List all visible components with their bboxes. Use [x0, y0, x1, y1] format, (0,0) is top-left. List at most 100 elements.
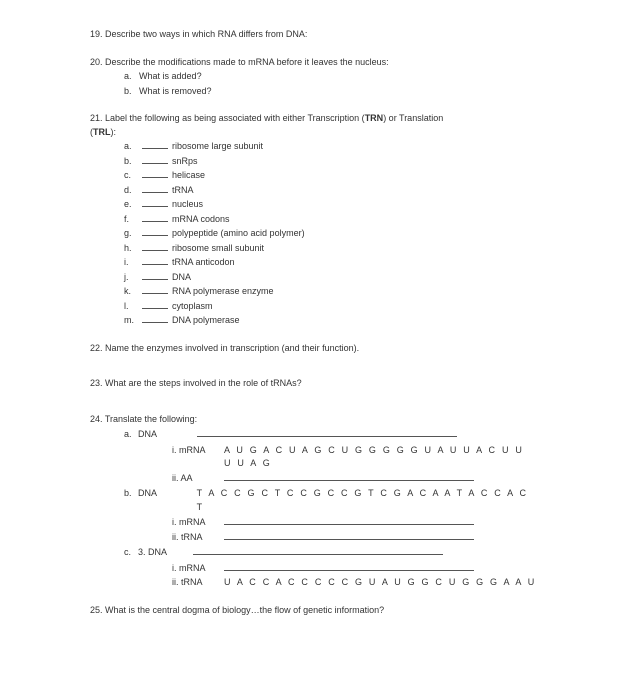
q24-a-i: i. mRNA A U G A C U A G C U G G G G G U … — [172, 444, 537, 471]
fill-blank[interactable] — [142, 155, 168, 164]
q23-text: What are the steps involved in the role … — [105, 378, 302, 388]
fill-blank[interactable] — [142, 198, 168, 207]
fill-blank[interactable] — [142, 314, 168, 323]
q24-c-i-label: i. mRNA — [172, 562, 224, 576]
q21-item-text: tRNA anticodon — [172, 256, 235, 270]
fill-blank[interactable] — [142, 285, 168, 294]
q21-mid: ) or Translation — [383, 113, 443, 123]
q21-item-text: snRps — [172, 155, 198, 169]
q21-item-letter: g. — [124, 227, 142, 241]
q24-a-sub: i. mRNA A U G A C U A G C U G G G G G U … — [124, 444, 537, 486]
q21-item-8: i. tRNA anticodon — [124, 256, 537, 270]
q21-num: 21. — [90, 113, 103, 123]
fill-blank[interactable] — [142, 140, 168, 149]
q24-b-i-label: i. mRNA — [172, 516, 224, 530]
q24-a-ii-blank[interactable] — [224, 472, 474, 481]
q21-item-12: m. DNA polymerase — [124, 314, 537, 328]
q24-b-i-blank[interactable] — [224, 516, 474, 525]
fill-blank[interactable] — [142, 169, 168, 178]
q19-text: Describe two ways in which RNA differs f… — [105, 29, 307, 39]
q21-item-letter: c. — [124, 169, 142, 183]
q21-trl: TRL — [93, 127, 111, 137]
q24-a-ii-label: ii. AA — [172, 472, 224, 486]
q19-num: 19. — [90, 29, 103, 39]
q21-item-text: helicase — [172, 169, 205, 183]
q21-item-letter: d. — [124, 184, 142, 198]
q24-a-blank[interactable] — [197, 428, 457, 437]
q21-item-0: a. ribosome large subunit — [124, 140, 537, 154]
q24-b-seq: T A C C G C T C C G C C G T C G A C A A … — [197, 487, 537, 514]
q25-num: 25. — [90, 605, 103, 615]
q24-b-label: DNA — [138, 487, 157, 501]
q21-item-text: polypeptide (amino acid polymer) — [172, 227, 305, 241]
fill-blank[interactable] — [142, 271, 168, 280]
q21-item-2: c. helicase — [124, 169, 537, 183]
q25-text: What is the central dogma of biology…the… — [105, 605, 384, 615]
q24-c-label: 3. DNA — [138, 546, 167, 560]
q24-a-ii: ii. AA — [172, 472, 537, 486]
worksheet-page: 19. Describe two ways in which RNA diffe… — [0, 0, 627, 659]
q21-pre: Label the following as being associated … — [105, 113, 365, 123]
q23-num: 23. — [90, 378, 103, 388]
q21-item-9: j. DNA — [124, 271, 537, 285]
q21-item-4: e. nucleus — [124, 198, 537, 212]
q22-num: 22. — [90, 343, 103, 353]
q24-b: b. DNA T A C C G C T C C G C C G T C G A… — [124, 487, 537, 514]
q24-c-ii-label: ii. tRNA — [172, 576, 224, 590]
q21-item-letter: h. — [124, 242, 142, 256]
q21-item-text: ribosome small subunit — [172, 242, 264, 256]
q21-item-text: tRNA — [172, 184, 194, 198]
q21-item-11: l. cytoplasm — [124, 300, 537, 314]
q21-item-1: b. snRps — [124, 155, 537, 169]
fill-blank[interactable] — [142, 256, 168, 265]
q24-a: a. DNA — [124, 428, 537, 442]
q24-c: c. 3. DNA — [124, 546, 537, 560]
question-25: 25. What is the central dogma of biology… — [90, 604, 537, 618]
q21-paren-close: ): — [111, 127, 117, 137]
q24-b-ii-label: ii. tRNA — [172, 531, 224, 545]
question-23: 23. What are the steps involved in the r… — [90, 377, 537, 391]
q20-b-letter: b. — [124, 86, 132, 96]
q21-item-10: k. RNA polymerase enzyme — [124, 285, 537, 299]
q21-item-text: cytoplasm — [172, 300, 213, 314]
q24-b-sub: i. mRNA ii. tRNA — [124, 516, 537, 544]
q24-a-letter: a. — [124, 428, 138, 442]
fill-blank[interactable] — [142, 184, 168, 193]
q21-item-letter: k. — [124, 285, 142, 299]
q21-item-6: g. polypeptide (amino acid polymer) — [124, 227, 537, 241]
q21-item-text: RNA polymerase enzyme — [172, 285, 274, 299]
q21-item-letter: e. — [124, 198, 142, 212]
q21-item-text: DNA — [172, 271, 191, 285]
q24-c-blank[interactable] — [193, 546, 443, 555]
q21-trn: TRN — [365, 113, 384, 123]
q24-b-ii-blank[interactable] — [224, 531, 474, 540]
fill-blank[interactable] — [142, 300, 168, 309]
q20-text: Describe the modifications made to mRNA … — [105, 57, 389, 67]
fill-blank[interactable] — [142, 242, 168, 251]
question-24: 24. Translate the following: a. DNA i. m… — [90, 413, 537, 590]
q24-b-i: i. mRNA — [172, 516, 537, 530]
q24-c-sub: i. mRNA ii. tRNA U A C C A C C C C C G U… — [124, 562, 537, 590]
q24-text: Translate the following: — [105, 414, 197, 424]
q21-item-text: ribosome large subunit — [172, 140, 263, 154]
q21-item-letter: b. — [124, 155, 142, 169]
q24-b-ii: ii. tRNA — [172, 531, 537, 545]
fill-blank[interactable] — [142, 227, 168, 236]
q21-item-letter: f. — [124, 213, 142, 227]
q20-b-text: What is removed? — [139, 86, 212, 96]
q21-trl-line: (TRL): — [90, 126, 537, 140]
q24-c-i-blank[interactable] — [224, 562, 474, 571]
q20-sublist: a. What is added? b. What is removed? — [90, 70, 537, 98]
q21-item-letter: l. — [124, 300, 142, 314]
q20-a-text: What is added? — [139, 71, 202, 81]
q21-item-3: d. tRNA — [124, 184, 537, 198]
q21-item-5: f. mRNA codons — [124, 213, 537, 227]
q24-b-letter: b. — [124, 487, 138, 501]
q24-a-label: DNA — [138, 428, 157, 442]
q21-item-letter: j. — [124, 271, 142, 285]
q21-item-letter: a. — [124, 140, 142, 154]
q21-item-text: nucleus — [172, 198, 203, 212]
q20-num: 20. — [90, 57, 103, 67]
fill-blank[interactable] — [142, 213, 168, 222]
q24-c-letter: c. — [124, 546, 138, 560]
